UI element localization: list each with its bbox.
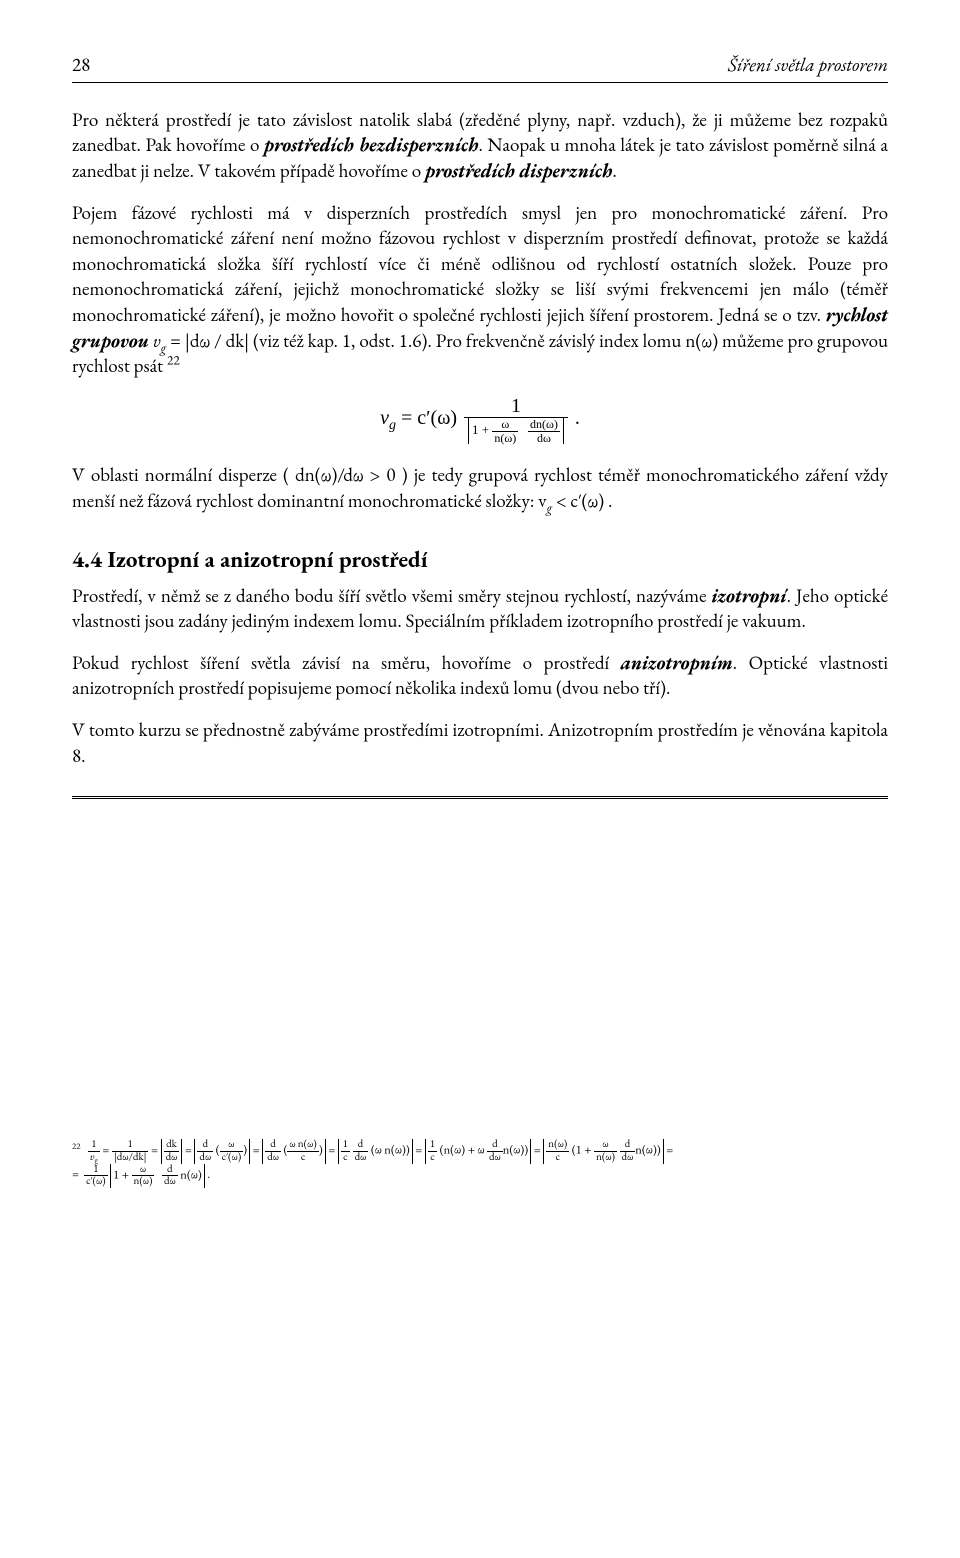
text: .	[612, 158, 616, 183]
eq: =	[253, 1141, 263, 1158]
abs: 1 c d dω (ω n(ω))	[338, 1139, 413, 1163]
fn-frac-6b: d dω	[353, 1139, 369, 1163]
abs: 1 + ωn(ω) ddω n(ω)	[110, 1164, 205, 1188]
header-rule	[72, 82, 888, 83]
fn-frac-8a: n(ω) c	[546, 1139, 569, 1163]
paragraph-4: Prostředí, v němž se z daného bodu šíří …	[72, 583, 888, 634]
fn-frac-4: d dω	[197, 1139, 213, 1163]
eq-denominator: 1 + ωn(ω) dn(ω)dω	[464, 418, 568, 444]
eq-v: v	[380, 407, 389, 429]
fn-frac-7a: 1 c	[428, 1139, 437, 1163]
fn-frac-8c: ddω	[620, 1139, 636, 1163]
text: n(ω) + ω	[444, 1141, 487, 1158]
fn-frac-7b: ddω	[487, 1139, 503, 1163]
eq: =	[666, 1141, 673, 1158]
page-number: 28	[72, 52, 90, 78]
term-disperzni: prostředích disperzních	[425, 158, 612, 183]
eq-sub-g: g	[389, 418, 396, 433]
paragraph-1: Pro některá prostředí je tato závislost …	[72, 107, 888, 184]
text: 1 +	[113, 1165, 131, 1182]
text: 1 +	[576, 1141, 594, 1158]
eq-numerator: 1	[464, 395, 568, 418]
paragraph-6: V tomto kurzu se přednostně zabýváme pro…	[72, 717, 888, 768]
small-frac-2: dn(ω)dω	[528, 418, 560, 444]
fn-line2-frac2: ωn(ω)	[132, 1164, 155, 1188]
text: n(ω)	[503, 1141, 525, 1158]
fn-line2-frac: 1 c′(ω)	[84, 1164, 108, 1188]
page: 28 Šíření světla prostorem Pro některá p…	[0, 0, 960, 1228]
abs: d dω (ω n(ω)c)	[262, 1139, 325, 1163]
eq: =	[328, 1141, 338, 1158]
eq-eq: = c′(ω)	[396, 407, 462, 429]
text: n(ω)	[635, 1141, 657, 1158]
running-header: 28 Šíření světla prostorem	[72, 52, 888, 78]
footnote-ref: 22	[167, 352, 180, 369]
fn-frac-6a: 1 c	[341, 1139, 350, 1163]
eq-dot: .	[575, 407, 580, 429]
fn-frac-1: 1 vg	[88, 1139, 100, 1163]
fn-line2-frac3: ddω	[162, 1164, 178, 1188]
text: Pojem fázové rychlosti má v disperzních …	[72, 200, 888, 328]
eq-abs: 1 + ωn(ω) dn(ω)dω	[468, 418, 564, 444]
fn-dot: .	[207, 1165, 210, 1182]
term-anizotropni: anizotropním	[621, 650, 733, 675]
text: n(ω)	[180, 1165, 202, 1182]
text: < c′(ω) .	[552, 488, 612, 513]
fn-innerfrac: ωc′(ω)	[220, 1139, 244, 1163]
text: V oblasti normální disperze ( dn(ω)/dω >…	[72, 462, 888, 513]
fn-frac-8b: ωn(ω)	[594, 1139, 617, 1163]
fn-innerfrac: ω n(ω)c	[287, 1139, 318, 1163]
text: (ω n(ω))	[371, 1141, 410, 1158]
footnote-22: 22 1 vg = 1 |dω/dk| = dk dω =	[72, 1139, 888, 1187]
footnote-mark: 22	[72, 1140, 80, 1152]
text: = |dω / dk| (viz též kap. 1, odst. 1.6).…	[72, 328, 888, 379]
abs: n(ω) c (1 + ωn(ω) ddωn(ω))	[543, 1139, 663, 1163]
small-frac-1: ωn(ω)	[492, 418, 518, 444]
text: Prostředí, v němž se z daného bodu šíří …	[72, 583, 712, 608]
fn-frac-5: d dω	[265, 1139, 281, 1163]
term-bezdisperzni: prostředích bezdisperzních	[264, 132, 479, 157]
abs: dk dω	[161, 1139, 183, 1163]
text: 1 +	[472, 422, 492, 437]
eq: =	[534, 1141, 544, 1158]
term-izotropni: izotropní	[712, 583, 787, 608]
abs: 1 c (n(ω) + ω ddωn(ω))	[425, 1139, 531, 1163]
eq: =	[102, 1141, 112, 1158]
paragraph-2: Pojem fázové rychlosti má v disperzních …	[72, 200, 888, 379]
running-title: Šíření světla prostorem	[728, 52, 888, 78]
paragraph-5: Pokud rychlost šíření světla závisí na s…	[72, 650, 888, 701]
equation-group-velocity: vg = c′(ω) 1 1 + ωn(ω) dn(ω)dω .	[72, 395, 888, 444]
paragraph-3: V oblasti normální disperze ( dn(ω)/dω >…	[72, 462, 888, 513]
section-heading: 4.4 Izotropní a anizotropní prostředí	[72, 544, 888, 575]
var-v: v	[149, 328, 161, 353]
eq-fraction: 1 1 + ωn(ω) dn(ω)dω	[464, 395, 568, 444]
fn-frac-3: dk dω	[164, 1139, 180, 1163]
eq: =	[185, 1141, 195, 1158]
abs: d dω (ωc′(ω))	[194, 1139, 250, 1163]
double-rule	[72, 796, 888, 799]
text: Pokud rychlost šíření světla závisí na s…	[72, 650, 621, 675]
fn-frac-2: 1 |dω/dk|	[112, 1139, 149, 1163]
eq: =	[151, 1141, 161, 1158]
eq: =	[415, 1141, 425, 1158]
